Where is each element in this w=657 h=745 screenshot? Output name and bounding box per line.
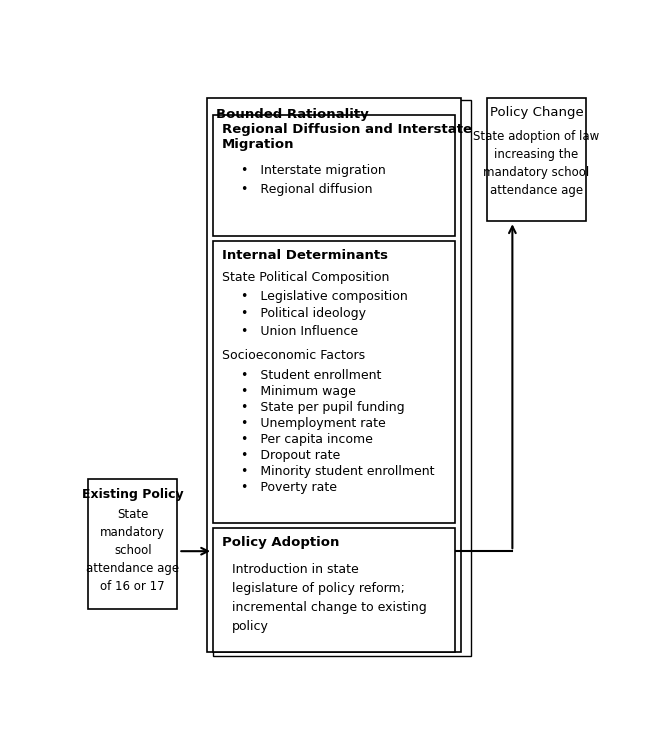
- Text: •   Regional diffusion: • Regional diffusion: [241, 183, 373, 196]
- Text: Policy Adoption: Policy Adoption: [222, 536, 340, 549]
- Text: •   Interstate migration: • Interstate migration: [241, 164, 386, 177]
- Text: Introduction in state
legislature of policy reform;
incremental change to existi: Introduction in state legislature of pol…: [233, 562, 427, 633]
- Text: •   Unemployment rate: • Unemployment rate: [241, 417, 386, 430]
- FancyBboxPatch shape: [487, 98, 586, 221]
- Text: Regional Diffusion and Interstate
Migration: Regional Diffusion and Interstate Migrat…: [222, 123, 472, 151]
- Text: State adoption of law
increasing the
mandatory school
attendance age: State adoption of law increasing the man…: [474, 130, 600, 197]
- FancyBboxPatch shape: [213, 528, 455, 652]
- Text: •   Poverty rate: • Poverty rate: [241, 481, 337, 494]
- Text: Socioeconomic Factors: Socioeconomic Factors: [222, 349, 365, 362]
- Text: Internal Determinants: Internal Determinants: [222, 250, 388, 262]
- Text: State Political Composition: State Political Composition: [222, 271, 390, 285]
- FancyBboxPatch shape: [213, 115, 455, 235]
- Text: •   Per capita income: • Per capita income: [241, 433, 373, 446]
- FancyBboxPatch shape: [213, 241, 455, 522]
- Text: State
mandatory
school
attendance age
of 16 or 17: State mandatory school attendance age of…: [86, 508, 179, 593]
- Text: •   Union Influence: • Union Influence: [241, 325, 358, 337]
- Text: •   Minority student enrollment: • Minority student enrollment: [241, 465, 434, 478]
- Text: •   Political ideology: • Political ideology: [241, 308, 366, 320]
- FancyBboxPatch shape: [213, 100, 470, 656]
- Text: Bounded Rationality: Bounded Rationality: [216, 108, 369, 121]
- Text: •   Minimum wage: • Minimum wage: [241, 385, 356, 398]
- FancyBboxPatch shape: [88, 480, 177, 609]
- Text: •   State per pupil funding: • State per pupil funding: [241, 401, 405, 414]
- Text: •   Student enrollment: • Student enrollment: [241, 369, 381, 381]
- FancyBboxPatch shape: [207, 98, 461, 652]
- Text: •   Dropout rate: • Dropout rate: [241, 449, 340, 462]
- Text: •   Legislative composition: • Legislative composition: [241, 290, 408, 303]
- Text: Existing Policy: Existing Policy: [82, 487, 183, 501]
- Text: Policy Change: Policy Change: [489, 106, 583, 119]
